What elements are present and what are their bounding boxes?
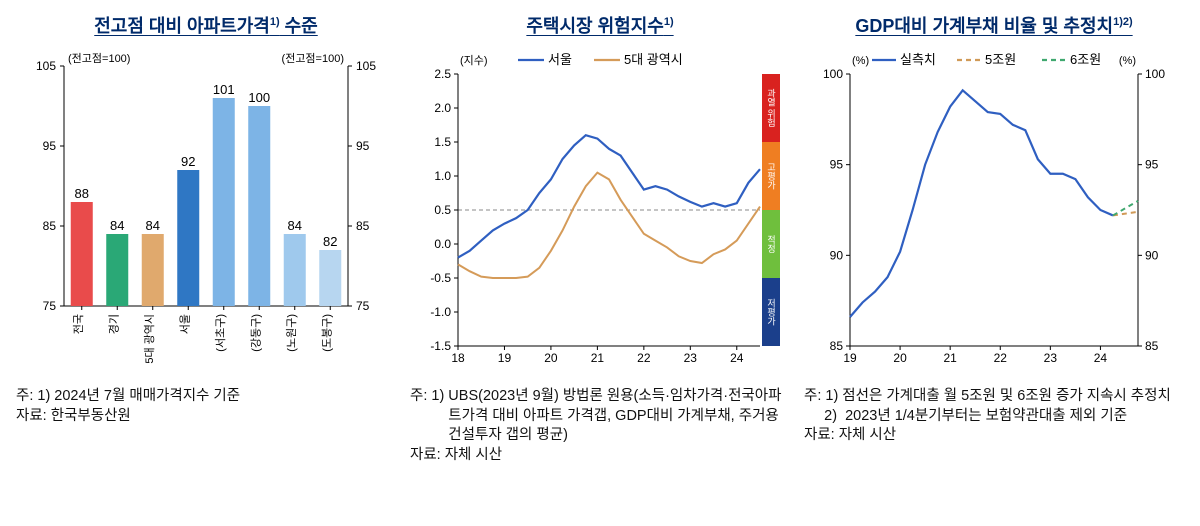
panel3-note2-key: 2)	[804, 407, 845, 427]
panel2-title: 주택시장 위험지수1)	[410, 12, 790, 38]
bar-value: 84	[110, 218, 124, 233]
bar-value: 88	[75, 186, 89, 201]
svg-text:0.5: 0.5	[434, 203, 451, 217]
svg-text:1.5: 1.5	[434, 135, 451, 149]
svg-text:95: 95	[43, 139, 57, 153]
panel1-chart: 75 75 85 85 95 95 105 105 (전고점=100) (전고점=100) 88 전국…	[16, 46, 396, 376]
bar-value: 82	[323, 234, 337, 249]
panel1-notes: 주: 1) 2024년 7월 매매가격지수 기준 자료: 한국부동산원	[16, 387, 396, 426]
svg-text:(%): (%)	[1119, 55, 1136, 67]
svg-text:85: 85	[356, 219, 370, 233]
legend-label: 6조원	[1070, 52, 1101, 67]
svg-text:1.0: 1.0	[434, 169, 451, 183]
svg-text:90: 90	[1145, 248, 1159, 262]
bar-category: 5대 광역시	[143, 314, 156, 364]
panel1-source-key: 자료:	[16, 407, 51, 427]
svg-text:2.0: 2.0	[434, 101, 451, 115]
svg-text:-1.5: -1.5	[430, 339, 451, 353]
svg-text:23: 23	[1044, 351, 1058, 365]
svg-text:(전고점=100): (전고점=100)	[68, 52, 130, 65]
series-line	[850, 90, 1113, 317]
panel3-chart: 85 85 90 90 95 95 100 100 19 20 21 22 23 24 (%) (%) 실측치 5…	[804, 46, 1184, 376]
legend-label: 실측치	[900, 52, 936, 67]
svg-text:105: 105	[356, 59, 376, 73]
bar-value: 84	[146, 218, 160, 233]
bar-value: 101	[213, 82, 235, 97]
bar-value: 92	[181, 154, 195, 169]
panel3-source-key: 자료:	[804, 426, 839, 446]
svg-text:18: 18	[451, 351, 465, 365]
bar-category: 서울	[178, 314, 191, 334]
panel-apartment-price: 전고점 대비 아파트가격1) 수준 75 75 85 85 95 95 105 105 (전고점…	[16, 12, 396, 465]
svg-text:21: 21	[591, 351, 605, 365]
panel2-note1-key: 주: 1)	[410, 387, 448, 446]
panel3-notes: 주: 1) 점선은 가계대출 월 5조원 및 6조원 증가 지속시 추정치 2)…	[804, 387, 1184, 446]
panel2-source-key: 자료:	[410, 446, 445, 466]
svg-text:19: 19	[498, 351, 512, 365]
panels-row: 전고점 대비 아파트가격1) 수준 75 75 85 85 95 95 105 105 (전고점…	[16, 12, 1184, 465]
svg-text:90: 90	[830, 248, 844, 262]
svg-text:95: 95	[830, 158, 844, 172]
panel2-chart: 과열 위험고평가적정저평가 -1.5 -1.0 -0.5 0.0 0.5 1.0 1.5 2.0…	[410, 46, 790, 376]
svg-text:19: 19	[843, 351, 857, 365]
svg-text:75: 75	[43, 299, 57, 313]
legend-label: 5조원	[985, 52, 1016, 67]
bar-category: (도봉구)	[320, 314, 333, 352]
panel1-note1: 2024년 7월 매매가격지수 기준	[54, 387, 396, 407]
panel3-note1-key: 주: 1)	[804, 387, 842, 407]
legend-label: 5대 광역시	[624, 52, 683, 67]
svg-text:100: 100	[823, 67, 843, 81]
bar-value: 100	[248, 90, 270, 105]
svg-text:22: 22	[637, 351, 651, 365]
svg-text:-0.5: -0.5	[430, 271, 451, 285]
panel1-note1-key: 주: 1)	[16, 387, 54, 407]
svg-text:23: 23	[684, 351, 698, 365]
panel-risk-index: 주택시장 위험지수1) 과열 위험고평가적정저평가 -1.5 -1.0 -0.5 0.0…	[410, 12, 790, 465]
svg-text:95: 95	[356, 139, 370, 153]
bar-category: (서초구)	[214, 314, 227, 352]
svg-text:85: 85	[1145, 339, 1159, 353]
svg-text:85: 85	[43, 219, 57, 233]
panel3-title: GDP대비 가계부채 비율 및 추정치1)2)	[804, 12, 1184, 38]
bar-category: 전국	[72, 314, 85, 334]
risk-band-label: 고평가	[766, 163, 776, 191]
bar-value: 84	[288, 218, 302, 233]
svg-text:75: 75	[356, 299, 370, 313]
svg-text:(%): (%)	[852, 55, 869, 67]
bar-category: (노원구)	[285, 314, 298, 352]
svg-text:20: 20	[893, 351, 907, 365]
svg-text:95: 95	[1145, 158, 1159, 172]
bar-category: 경기	[107, 314, 120, 334]
panel3-source: 자체 시산	[839, 426, 1184, 446]
svg-text:85: 85	[830, 339, 844, 353]
svg-text:-1.0: -1.0	[430, 305, 451, 319]
svg-text:22: 22	[994, 351, 1008, 365]
panel2-notes: 주: 1) UBS(2023년 9월) 방법론 원용(소득·임차가격·전국아파트…	[410, 387, 790, 465]
svg-text:(전고점=100): (전고점=100)	[282, 52, 344, 65]
svg-text:24: 24	[730, 351, 744, 365]
svg-text:21: 21	[943, 351, 957, 365]
svg-text:0.0: 0.0	[434, 237, 451, 251]
panel2-note1: UBS(2023년 9월) 방법론 원용(소득·임차가격·전국아파트가격 대비 …	[448, 387, 790, 446]
panel1-title: 전고점 대비 아파트가격1) 수준	[16, 12, 396, 38]
risk-band-label: 과열 위험	[766, 89, 776, 128]
svg-text:105: 105	[36, 59, 56, 73]
svg-text:2.5: 2.5	[434, 67, 451, 81]
panel2-source: 자체 시산	[445, 446, 790, 466]
risk-band-label: 적정	[766, 234, 776, 253]
svg-text:100: 100	[1145, 67, 1165, 81]
svg-text:(지수): (지수)	[460, 54, 488, 67]
risk-band-label: 저평가	[766, 298, 776, 326]
panel-gdp-debt: GDP대비 가계부채 비율 및 추정치1)2) 85 85 90 90 95 95 100 1…	[804, 12, 1184, 465]
panel3-note1: 점선은 가계대출 월 5조원 및 6조원 증가 지속시 추정치	[842, 387, 1184, 407]
bar-category: (강동구)	[249, 314, 262, 352]
panel3-note2: 2023년 1/4분기부터는 보험약관대출 제외 기준	[845, 407, 1184, 427]
series-line	[458, 135, 760, 257]
legend-label: 서울	[548, 52, 572, 67]
svg-text:24: 24	[1094, 351, 1108, 365]
panel1-source: 한국부동산원	[51, 407, 396, 427]
svg-text:20: 20	[544, 351, 558, 365]
